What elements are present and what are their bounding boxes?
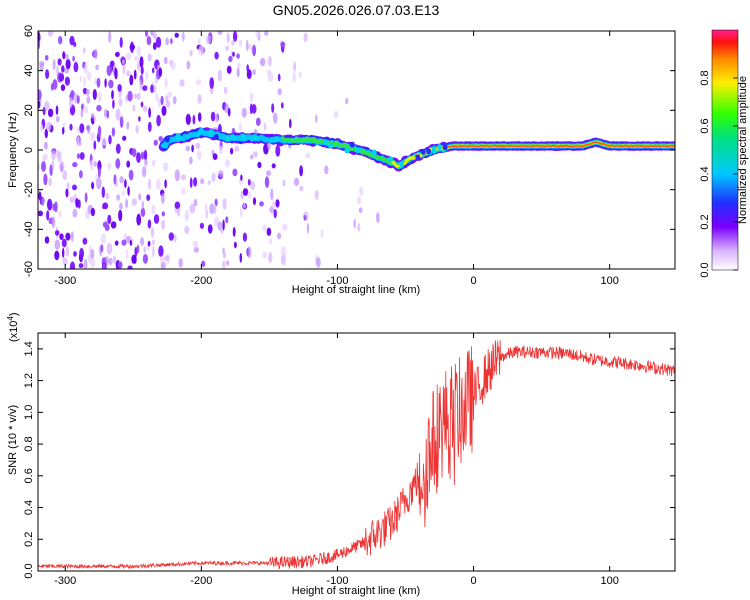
cbar-tick-label-0: 0.0 <box>699 262 711 277</box>
spec-xtick-label-0: -300 <box>54 275 76 287</box>
figure-title: GN05.2026.026.07.03.E13 <box>273 2 440 18</box>
spec-ytick-label-3: 0 <box>23 147 35 153</box>
svg-text:(x104): (x104) <box>6 312 20 342</box>
spectrogram-ridge <box>158 127 675 172</box>
snr-ytick-label-0: 0.0 <box>23 563 35 578</box>
spectrogram-noise <box>38 31 380 269</box>
spectrogram-x-ticks: -300 -200 -100 0 100 <box>54 31 619 287</box>
spectrogram-content <box>38 31 675 269</box>
cbar-tick-label-1: 0.2 <box>699 214 711 229</box>
cbar-tick-label-4: 0.8 <box>699 70 711 85</box>
spectrogram-x-label: Height of straight line (km) <box>292 284 420 296</box>
snr-content <box>38 340 675 570</box>
spec-ytick-label-2: -20 <box>23 182 35 198</box>
ridge-layer-5 <box>445 141 675 149</box>
spec-xtick-label-2: -100 <box>326 275 348 287</box>
snr-multiplier-base: (x10 <box>8 321 20 342</box>
snr-panel: -300 -200 -100 0 100 0.0 0.2 0.4 0.6 0.8 1.0 1.2 1.… <box>6 312 676 597</box>
snr-xtick-label-3: 0 <box>470 575 476 587</box>
snr-xtick-label-4: 100 <box>600 575 618 587</box>
snr-ytick-label-7: 1.4 <box>23 341 35 356</box>
cbar-tick-label-2: 0.4 <box>699 166 711 181</box>
spectrogram-y-ticks: -60 -40 -20 0 20 40 60 <box>23 25 675 277</box>
snr-ytick-label-3: 0.6 <box>23 468 35 483</box>
snr-ytick-label-1: 0.2 <box>23 532 35 547</box>
snr-xtick-label-0: -300 <box>54 575 76 587</box>
snr-ytick-label-5: 1.0 <box>23 405 35 420</box>
spec-ytick-label-4: 20 <box>23 104 35 116</box>
spec-xtick-label-4: 100 <box>600 275 618 287</box>
spec-ytick-label-1: -40 <box>23 221 35 237</box>
spec-ytick-label-6: 60 <box>23 25 35 37</box>
colorbar-label: Normalized spectral amplitude <box>737 76 749 224</box>
spectrogram-y-label: Frequency (Hz) <box>7 112 19 188</box>
snr-y-label: SNR (10 * v/v) <box>7 405 19 475</box>
snr-y-ticks: 0.0 0.2 0.4 0.6 0.8 1.0 1.2 1.4 <box>23 341 675 579</box>
snr-xtick-label-2: -100 <box>326 575 348 587</box>
spec-xtick-label-1: -200 <box>190 275 212 287</box>
snr-ytick-label-4: 0.8 <box>23 436 35 451</box>
snr-multiplier-close: ) <box>8 312 20 316</box>
snr-ytick-label-6: 1.2 <box>23 373 35 388</box>
snr-x-ticks: -300 -200 -100 0 100 <box>54 333 619 587</box>
spec-ytick-label-0: -60 <box>23 261 35 277</box>
snr-multiplier-exp: 4 <box>6 316 15 321</box>
snr-multiplier: (x104) <box>6 312 20 342</box>
snr-xtick-label-1: -200 <box>190 575 212 587</box>
colorbar: 0.0 0.2 0.4 0.6 0.8 Normalized spectral ampl… <box>699 29 749 278</box>
colorbar-ticks: 0.0 0.2 0.4 0.6 0.8 <box>699 70 738 278</box>
cbar-tick-label-3: 0.6 <box>699 118 711 133</box>
colorbar-gradient <box>711 29 739 271</box>
snr-frame <box>37 332 676 572</box>
snr-ytick-label-2: 0.4 <box>23 500 35 515</box>
spec-ytick-label-5: 40 <box>23 65 35 77</box>
snr-x-label: Height of straight line (km) <box>292 585 420 597</box>
spec-xtick-label-3: 0 <box>470 275 476 287</box>
snr-series-line <box>38 340 675 570</box>
